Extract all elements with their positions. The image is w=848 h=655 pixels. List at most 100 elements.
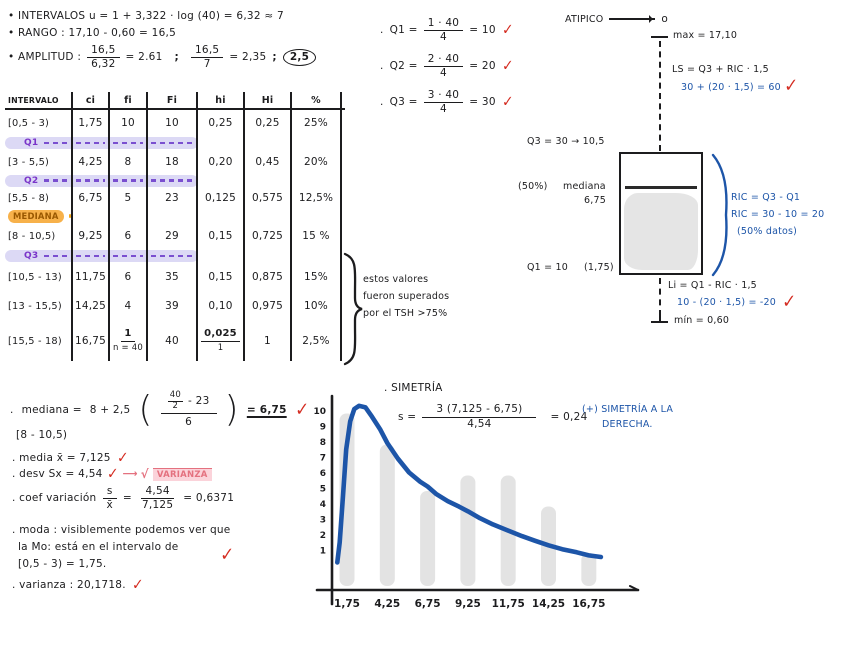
- moda-text: moda : visiblemente podemos ver que: [19, 524, 231, 536]
- moda-line-3: [0,5 - 3) = 1,75.: [18, 558, 107, 570]
- y-tick-label: 10: [313, 407, 326, 417]
- table-cell: 15 %: [292, 223, 342, 249]
- li-calc: 10 - (20 · 1,5) = -20: [677, 297, 776, 308]
- fraction-numerator: 40: [167, 390, 184, 402]
- table-cell: [110, 209, 148, 223]
- amplitud-fraction-2: 16,5 7: [190, 44, 224, 70]
- table-brace: [343, 252, 363, 366]
- table-marker-row: MEDIANA: [5, 209, 345, 223]
- table-cell: [148, 136, 198, 150]
- fraction-numerator: s: [102, 485, 117, 499]
- quartile-marker: Q3: [24, 251, 39, 261]
- check-icon: ✓: [106, 465, 119, 483]
- table-cell: 6,75: [73, 187, 110, 209]
- table-cell: [148, 174, 198, 187]
- table-cell: [3 - 5,5): [5, 150, 73, 174]
- q3-result: = 30: [469, 96, 496, 108]
- coef-label: . coef variación: [12, 492, 97, 504]
- y-tick-label: 9: [320, 423, 326, 433]
- bullet: .: [10, 404, 14, 416]
- simetria-note-1: (+) SIMETRÍA A LA: [582, 404, 674, 415]
- table-cell: [198, 136, 245, 150]
- brace-note: estos valores fueron superados por el TS…: [363, 271, 449, 322]
- ric-line1: RIC = Q3 - Q1: [731, 192, 801, 203]
- bullet: .: [380, 24, 384, 36]
- fraction-numerator: 16,5: [190, 44, 224, 58]
- table-marker-row: Q1: [5, 136, 345, 150]
- simetria-note-2: DERECHA.: [602, 419, 653, 430]
- x-tick-label: 4,25: [374, 598, 400, 610]
- boxplot-q3-label: Q3 = 30 → 10,5: [527, 136, 605, 147]
- table-row: [0,5 - 3) 1,75 10 10 0,25 0,25 25%: [5, 110, 345, 136]
- open-paren: (: [138, 388, 153, 430]
- fraction-denominator: 6,32: [91, 57, 116, 70]
- table-cell: 23: [148, 187, 198, 209]
- li-formula: Li = Q1 - RIC · 1,5: [668, 280, 757, 291]
- fraction-numerator: 2 · 40: [423, 53, 464, 67]
- media-line: . media x̄ = 7,125 ✓: [12, 449, 129, 467]
- boxplot-q1-value: (1,75): [584, 262, 614, 273]
- bullet: .: [12, 524, 16, 536]
- atipico-note: ATIPICO o: [565, 13, 668, 25]
- purple-dash-icon: [76, 179, 105, 182]
- table-cell: 9,25: [73, 223, 110, 249]
- purple-dash-icon: [44, 179, 68, 182]
- simetria-formula: s = 3 (7,125 - 6,75) 4,54 = 0,24: [398, 399, 588, 435]
- table-cell: 29: [148, 223, 198, 249]
- table-cell: 0,125: [198, 187, 245, 209]
- table-cell: [245, 249, 292, 263]
- q3-fraction: 3 · 40 4: [423, 89, 464, 115]
- table-cell: 0,725: [245, 223, 292, 249]
- check-icon: ✓: [782, 290, 797, 314]
- media-text: . media x̄ = 7,125: [12, 452, 111, 464]
- table-cell: [292, 249, 342, 263]
- table-cell: 0,25: [198, 110, 245, 136]
- fraction-denominator: x̄: [106, 498, 113, 511]
- table-cell: 12,5%: [292, 187, 342, 209]
- q3-label: Q3 =: [389, 96, 418, 108]
- x-tick-label: 1,75: [334, 598, 360, 610]
- bullet: .: [380, 60, 384, 72]
- table-cell: 10: [148, 110, 198, 136]
- x-axis-arrow-icon: [629, 585, 639, 591]
- table-cell: Q1: [5, 136, 73, 150]
- table-cell: 10: [110, 110, 148, 136]
- q2-label: Q2 =: [389, 60, 418, 72]
- purple-dash-icon: [44, 254, 68, 258]
- table-marker-row: Q3: [5, 249, 345, 263]
- fraction-denominator: 4: [440, 66, 447, 79]
- y-tick-label: 2: [320, 531, 326, 541]
- fraction-denominator: 1: [217, 342, 224, 353]
- min-label: mín = 0,60: [674, 315, 730, 326]
- varianza-line: . varianza : 20,1718. ✓: [12, 576, 144, 594]
- boxplot-q1-label: Q1 = 10: [527, 262, 569, 273]
- table-cell: 6: [110, 263, 148, 291]
- fraction-denominator: 7,125: [141, 498, 174, 511]
- table-cell: 40: [148, 321, 198, 361]
- brace-note-line: estos valores: [363, 274, 429, 285]
- bullet: .: [380, 96, 384, 108]
- table-cell: 1: [245, 321, 292, 361]
- note-amplitud: • AMPLITUD : 16,5 6,32 = 2.61 ; 16,5 7 = 2…: [8, 40, 317, 74]
- mediana-result: = 6,75: [246, 404, 287, 416]
- purple-dash-icon: [76, 141, 105, 145]
- table-cell: 0,10: [198, 291, 245, 321]
- outlier-symbol: o: [661, 13, 669, 25]
- amplitud-result-1: = 2.61: [125, 51, 163, 63]
- purple-dash-icon: [113, 179, 143, 182]
- varianza-note: VARIANZA: [152, 467, 212, 481]
- table-cell: 4,25: [73, 150, 110, 174]
- amplitud-result-2: = 2,35: [229, 51, 267, 63]
- table-row: [13 - 15,5) 14,25 4 39 0,10 0,975 10%: [5, 291, 345, 321]
- table-cell: 0,15: [198, 223, 245, 249]
- coef-result: = 0,6371: [183, 492, 235, 504]
- table-row: [10,5 - 13) 11,75 6 35 0,15 0,875 15%: [5, 263, 345, 291]
- fraction-numerator: 3 · 40: [423, 89, 464, 103]
- y-tick-label: 6: [320, 469, 326, 479]
- table-row: [3 - 5,5) 4,25 8 18 0,20 0,45 20%: [5, 150, 345, 174]
- ls-calc: 30 + (20 · 1,5) = 60: [681, 82, 781, 93]
- table-header-cell: INTERVALO: [5, 92, 73, 108]
- table-cell: 0,975: [245, 291, 292, 321]
- table-cell: 16,75: [73, 321, 110, 361]
